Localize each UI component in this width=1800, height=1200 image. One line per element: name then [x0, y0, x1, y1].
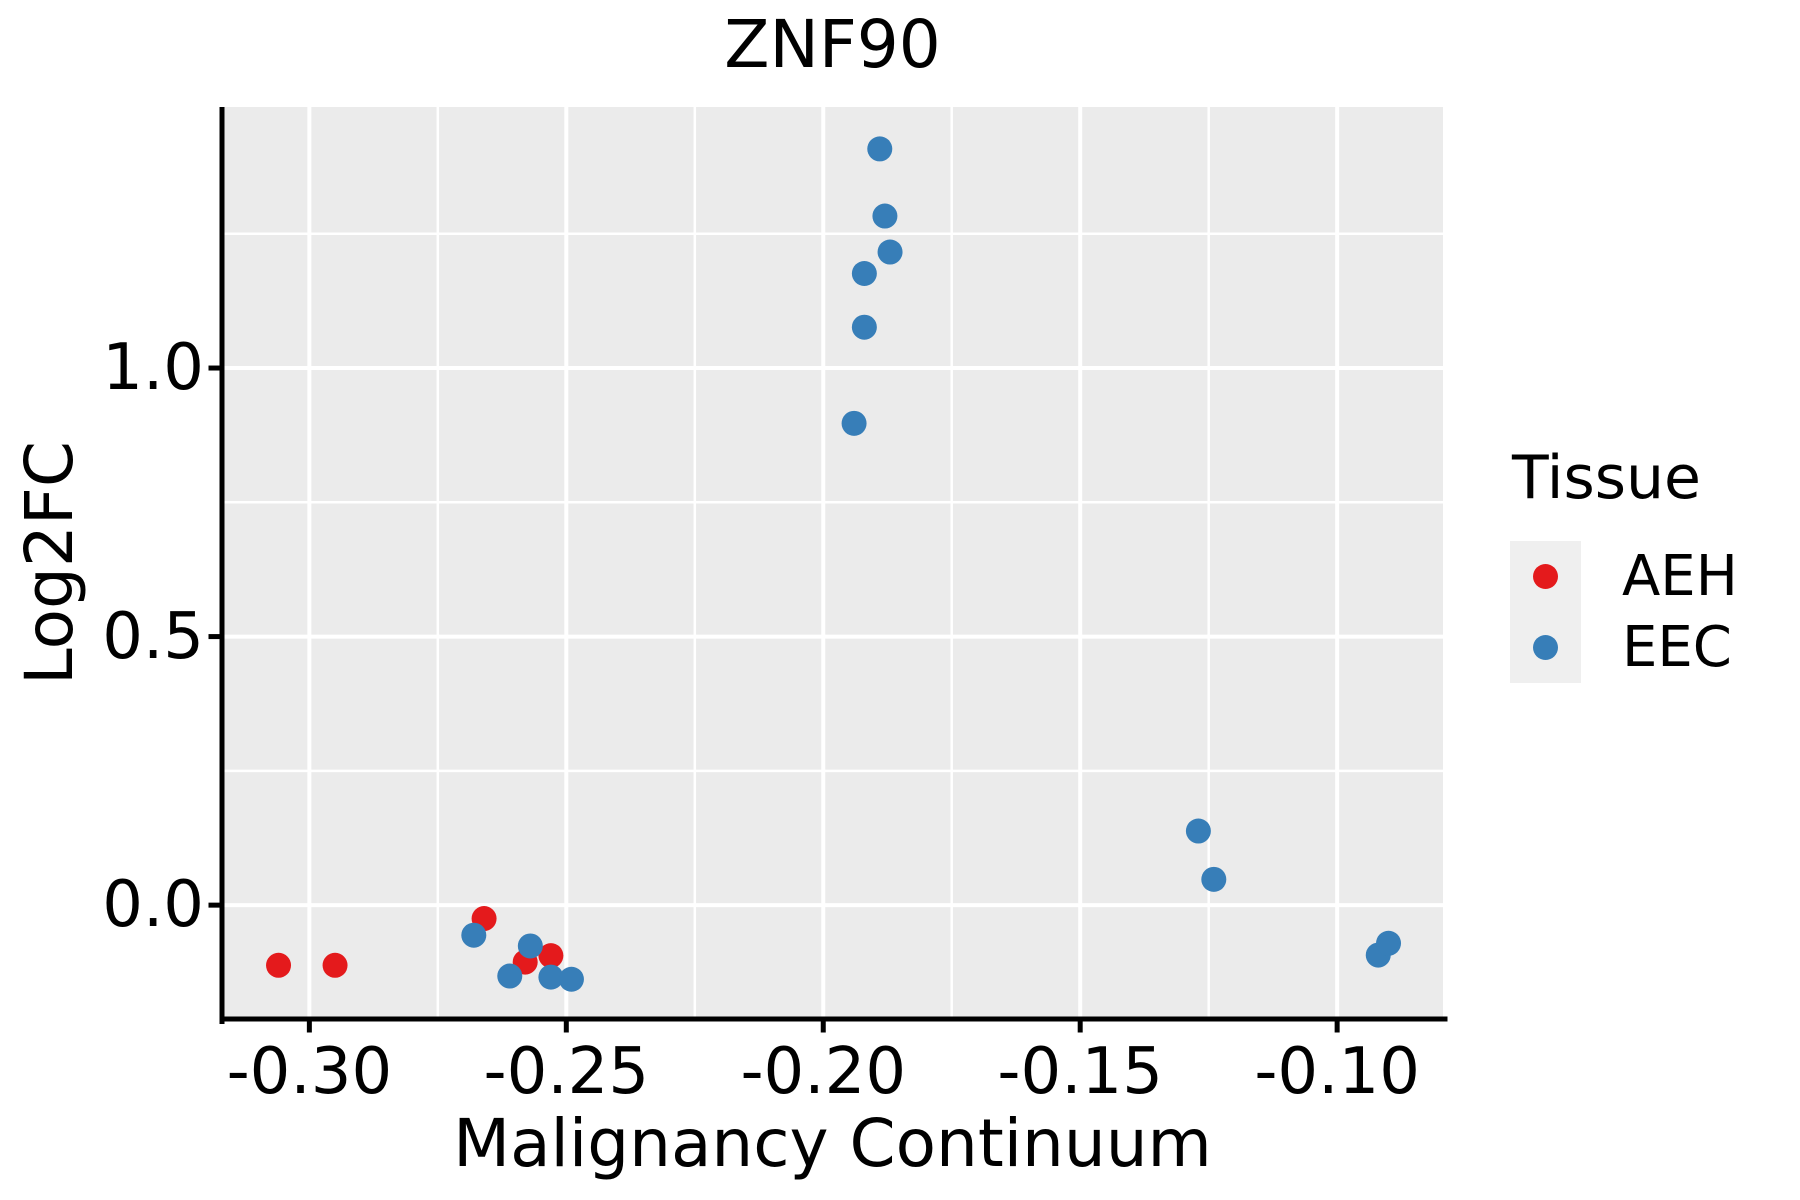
y-tick-mark — [208, 634, 220, 640]
x-tick-label: -0.20 — [740, 1035, 907, 1109]
legend-dot-aeh-icon — [1533, 564, 1558, 589]
legend-label-aeh: AEH — [1622, 544, 1738, 609]
legend-item-eec: EEC — [1510, 612, 1738, 683]
y-axis-title: Log2FC — [11, 441, 88, 685]
data-point-eec — [851, 261, 877, 287]
x-axis-line — [219, 1016, 1448, 1022]
legend-key-eec — [1510, 612, 1581, 683]
x-tick-label: -0.10 — [1254, 1035, 1420, 1109]
legend: Tissue AEH EEC — [1510, 445, 1738, 683]
x-tick-mark — [820, 1021, 826, 1033]
data-point-eec — [1185, 818, 1211, 844]
data-point-eec — [1376, 930, 1402, 956]
data-point-eec — [851, 314, 877, 340]
x-tick-mark — [563, 1021, 569, 1033]
plot-panel — [222, 107, 1443, 1019]
x-tick-mark — [1077, 1021, 1083, 1033]
data-point-aeh — [322, 952, 348, 978]
legend-item-aeh: AEH — [1510, 541, 1738, 612]
data-point-eec — [461, 922, 487, 948]
x-tick-label: -0.30 — [226, 1035, 393, 1109]
data-point-eec — [1201, 866, 1227, 892]
data-point-eec — [558, 966, 584, 992]
legend-label-eec: EEC — [1622, 615, 1732, 680]
y-tick-label: 0.0 — [102, 868, 204, 943]
data-point-eec — [872, 203, 898, 229]
data-point-eec — [841, 410, 867, 436]
data-point-eec — [867, 136, 893, 162]
data-point-aeh — [538, 943, 564, 969]
y-tick-label: 0.5 — [102, 599, 204, 674]
y-tick-label: 1.0 — [102, 331, 204, 406]
x-axis-title: Malignancy Continuum — [453, 1105, 1212, 1182]
data-point-eec — [538, 964, 564, 990]
data-point-eec — [517, 933, 543, 959]
y-tick-mark — [208, 902, 220, 908]
x-tick-label: -0.15 — [997, 1035, 1163, 1109]
x-tick-label: -0.25 — [483, 1035, 650, 1109]
y-tick-mark — [208, 365, 220, 371]
y-axis-line — [219, 107, 225, 1024]
data-point-eec — [877, 239, 903, 265]
chart-title: ZNF90 — [724, 6, 941, 83]
data-point-eec — [497, 963, 523, 989]
legend-dot-eec-icon — [1533, 635, 1558, 660]
legend-title: Tissue — [1512, 443, 1701, 513]
legend-key-aeh — [1510, 541, 1581, 612]
data-point-aeh — [266, 952, 292, 978]
x-tick-mark — [306, 1021, 312, 1033]
x-tick-mark — [1334, 1021, 1340, 1033]
